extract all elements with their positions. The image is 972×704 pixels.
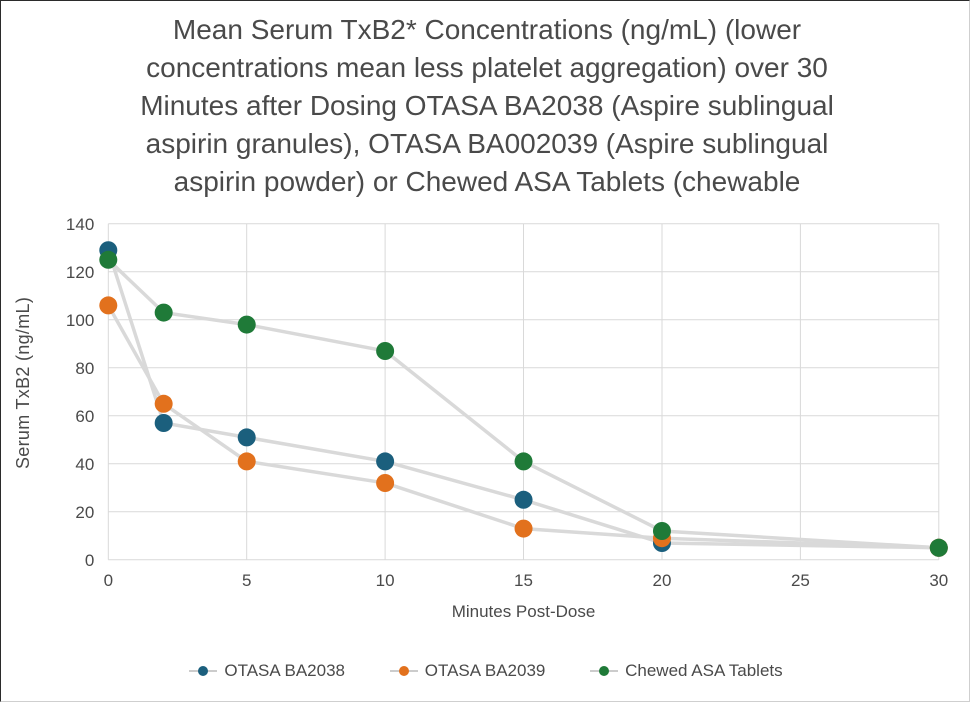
svg-text:5: 5 <box>242 571 251 590</box>
svg-text:0: 0 <box>85 551 94 570</box>
svg-text:20: 20 <box>75 503 94 522</box>
svg-text:20: 20 <box>653 571 672 590</box>
svg-text:30: 30 <box>929 571 948 590</box>
svg-text:40: 40 <box>75 455 94 474</box>
svg-text:15: 15 <box>514 571 533 590</box>
svg-text:60: 60 <box>75 407 94 426</box>
svg-text:10: 10 <box>376 571 395 590</box>
svg-text:80: 80 <box>75 359 94 378</box>
svg-text:140: 140 <box>66 215 94 234</box>
svg-text:100: 100 <box>66 311 94 330</box>
svg-text:0: 0 <box>104 571 113 590</box>
svg-text:25: 25 <box>791 571 810 590</box>
svg-text:120: 120 <box>66 263 94 282</box>
